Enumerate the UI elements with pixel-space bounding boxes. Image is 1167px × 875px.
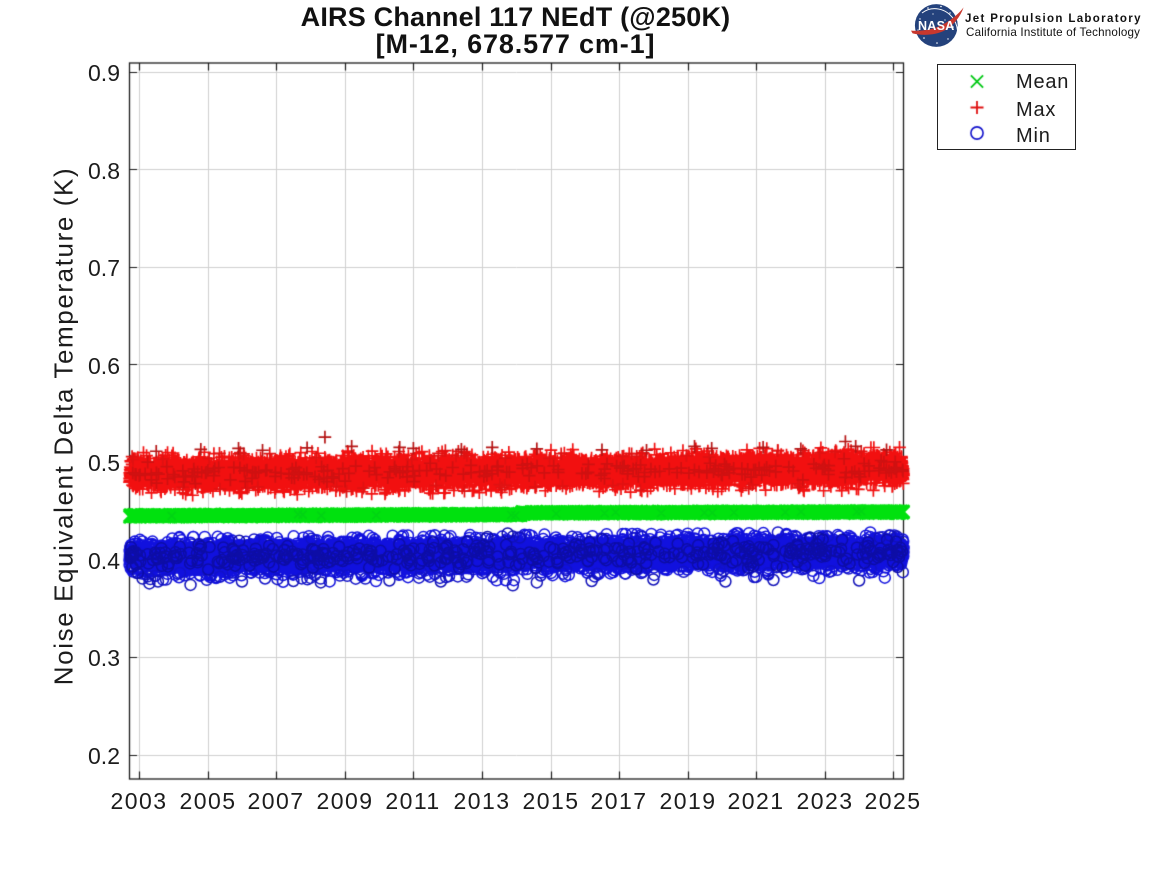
svg-text:NASA: NASA	[918, 19, 955, 33]
